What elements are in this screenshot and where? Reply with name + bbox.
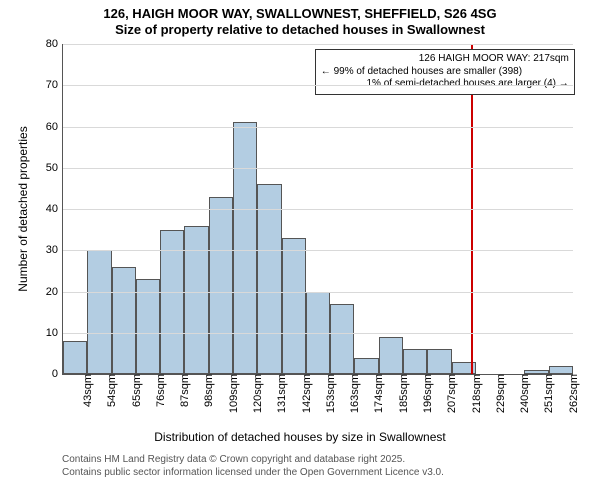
bar (136, 279, 160, 374)
y-axis-label: Number of detached properties (16, 44, 30, 374)
bar (427, 349, 451, 374)
grid-line (63, 127, 573, 128)
grid-line (63, 292, 573, 293)
footer-line-1: Contains HM Land Registry data © Crown c… (62, 454, 444, 467)
y-tick-label: 0 (52, 368, 63, 380)
grid-line (63, 168, 573, 169)
bar (63, 341, 87, 374)
x-tick-label: 196sqm (420, 374, 434, 413)
x-tick-label: 65sqm (129, 374, 143, 407)
plot-area: 126 HAIGH MOOR WAY: 217sqm ← 99% of deta… (62, 44, 573, 375)
x-tick-label: 109sqm (226, 374, 240, 413)
x-tick-label: 163sqm (347, 374, 361, 413)
annotation-line-2: ← 99% of detached houses are smaller (39… (321, 66, 569, 79)
x-tick-label: 142sqm (299, 374, 313, 413)
bar (549, 366, 573, 374)
bar (354, 358, 378, 375)
x-tick-label: 174sqm (371, 374, 385, 413)
bar (112, 267, 136, 374)
title-line-2: Size of property relative to detached ho… (0, 22, 600, 38)
y-tick-label: 80 (46, 38, 63, 50)
y-tick-label: 10 (46, 327, 63, 339)
chart-container: 126, HAIGH MOOR WAY, SWALLOWNEST, SHEFFI… (0, 0, 600, 500)
x-tick-label: 120sqm (250, 374, 264, 413)
x-tick-label: 131sqm (274, 374, 288, 413)
annotation-line-3: 1% of semi-detached houses are larger (4… (321, 78, 569, 91)
bar (257, 184, 281, 374)
grid-line (63, 85, 573, 86)
annotation-box: 126 HAIGH MOOR WAY: 217sqm ← 99% of deta… (315, 49, 575, 95)
bar (160, 230, 184, 374)
x-tick-label: 262sqm (566, 374, 580, 413)
x-tick-label: 54sqm (104, 374, 118, 407)
x-tick-label: 229sqm (493, 374, 507, 413)
bar (330, 304, 354, 374)
x-tick-label: 153sqm (323, 374, 337, 413)
x-tick-label: 87sqm (177, 374, 191, 407)
x-tick-label: 251sqm (541, 374, 555, 413)
y-tick-label: 40 (46, 203, 63, 215)
annotation-line-1: 126 HAIGH MOOR WAY: 217sqm (321, 53, 569, 66)
x-tick-label: 207sqm (444, 374, 458, 413)
title-line-1: 126, HAIGH MOOR WAY, SWALLOWNEST, SHEFFI… (0, 6, 600, 22)
footer-line-2: Contains public sector information licen… (62, 467, 444, 480)
bar (87, 250, 111, 374)
y-tick-label: 50 (46, 162, 63, 174)
bar (403, 349, 427, 374)
bar (233, 122, 257, 374)
y-tick-label: 60 (46, 121, 63, 133)
x-tick-label: 98sqm (201, 374, 215, 407)
bar (209, 197, 233, 374)
bar (184, 226, 208, 375)
x-tick-label: 240sqm (517, 374, 531, 413)
grid-line (63, 209, 573, 210)
x-tick-label: 185sqm (396, 374, 410, 413)
grid-line (63, 250, 573, 251)
x-axis-label: Distribution of detached houses by size … (0, 430, 600, 444)
x-tick-label: 76sqm (153, 374, 167, 407)
grid-line (63, 333, 573, 334)
bar (282, 238, 306, 374)
grid-line (63, 44, 573, 45)
x-tick-label: 43sqm (80, 374, 94, 407)
x-tick-label: 218sqm (469, 374, 483, 413)
chart-title: 126, HAIGH MOOR WAY, SWALLOWNEST, SHEFFI… (0, 0, 600, 39)
footer-attribution: Contains HM Land Registry data © Crown c… (62, 454, 444, 479)
bar (379, 337, 403, 374)
y-tick-label: 20 (46, 286, 63, 298)
y-tick-label: 30 (46, 244, 63, 256)
y-tick-label: 70 (46, 79, 63, 91)
